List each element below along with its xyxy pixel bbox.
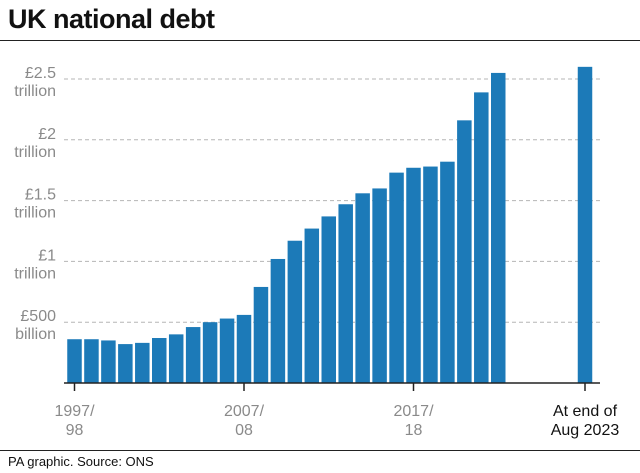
y-tick-label: trillion xyxy=(14,144,56,161)
bars xyxy=(67,66,593,384)
source-note: PA graphic. Source: ONS xyxy=(8,454,154,469)
x-tick-label: At end of xyxy=(553,403,618,420)
y-tick-label: trillion xyxy=(14,83,56,100)
bar-2016-17 xyxy=(389,172,404,383)
y-tick-label: £1.5 xyxy=(25,187,56,204)
bar-1997-98 xyxy=(67,339,82,383)
x-tick-label: 2017/ xyxy=(393,403,434,420)
x-tick-label: Aug 2023 xyxy=(551,422,620,439)
bar-2017-18 xyxy=(406,167,421,383)
bar-2020-21 xyxy=(457,120,472,383)
y-tick-label: £2.5 xyxy=(25,65,56,82)
x-tick-label: 08 xyxy=(235,422,253,439)
bar-2014-15 xyxy=(355,193,370,383)
bar-2000-01 xyxy=(118,344,133,383)
bar-2003-04 xyxy=(168,334,184,383)
x-tick-label: 18 xyxy=(405,422,423,439)
y-tick-label: trillion xyxy=(14,265,56,282)
bar-2008-09 xyxy=(253,286,269,383)
y-tick-label: £500 xyxy=(20,308,56,325)
x-tick-label: 98 xyxy=(66,422,84,439)
bar-2010-11 xyxy=(287,240,303,383)
bar-2013-14 xyxy=(338,204,353,383)
bar-1999-00 xyxy=(101,340,116,383)
bar-1998-99 xyxy=(84,339,99,383)
chart-title: UK national debt xyxy=(8,4,215,34)
bar-2007-08 xyxy=(236,314,252,383)
y-tick-label: £1 xyxy=(38,247,56,264)
x-tick-label: 2007/ xyxy=(224,403,265,420)
bar-2001-02 xyxy=(135,342,150,383)
bar-2015-16 xyxy=(372,188,387,383)
title-divider xyxy=(0,40,640,41)
footer-divider xyxy=(0,450,640,451)
bar-2002-03 xyxy=(152,338,167,383)
x-tick-label: 1997/ xyxy=(54,403,95,420)
x-axis-labels: 1997/98 2007/08 2017/18 At end of Aug 2023 xyxy=(54,383,619,439)
y-tick-label: trillion xyxy=(14,205,56,222)
y-tick-label: billion xyxy=(15,326,56,343)
bar-2018-19 xyxy=(423,166,438,383)
bar-2012-13 xyxy=(321,216,336,383)
bar-2011-12 xyxy=(304,228,320,383)
bar-2005-06 xyxy=(202,322,218,383)
bar-2004-05 xyxy=(185,327,201,383)
bar-2021-22 xyxy=(474,92,489,383)
bar-2022-23 xyxy=(491,72,506,384)
bar-2009-10 xyxy=(270,258,286,383)
bar-2006-07 xyxy=(219,318,235,383)
y-tick-label: £2 xyxy=(38,126,56,143)
bar-chart: £500billion£1trillion£1.5trillion£2trill… xyxy=(14,65,619,439)
bar-at-end-of-aug-2023 xyxy=(577,66,593,383)
bar-2019-20 xyxy=(440,161,455,383)
y-axis-labels: £500billion£1trillion£1.5trillion£2trill… xyxy=(14,65,56,343)
